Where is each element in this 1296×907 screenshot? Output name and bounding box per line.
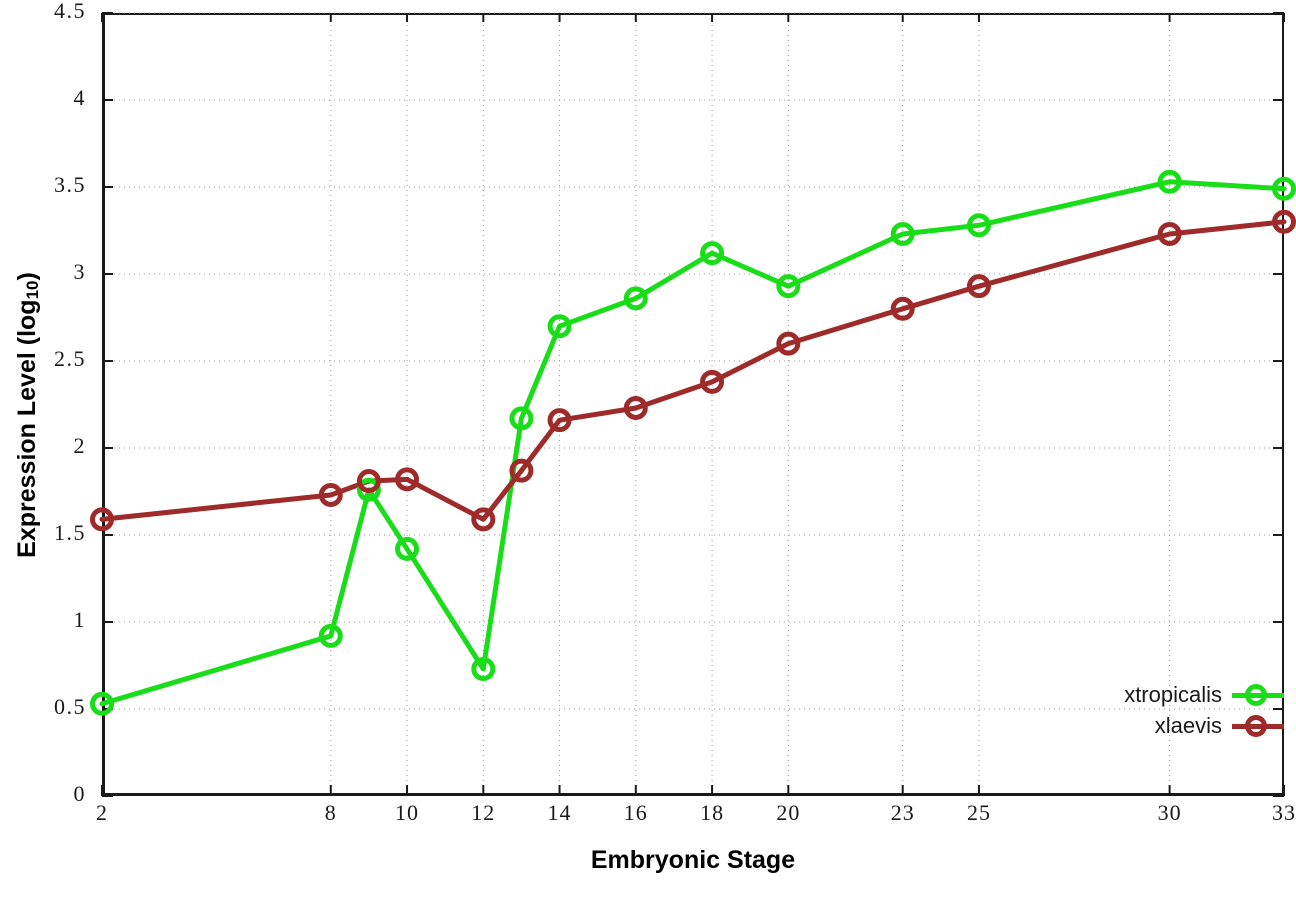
- x-tick-label: 33: [1272, 800, 1296, 825]
- x-tick-label: 12: [471, 800, 496, 825]
- y-tick-label: 3: [73, 259, 86, 284]
- x-axis-title: Embryonic Stage: [590, 846, 796, 874]
- x-tick-label: 2: [96, 800, 108, 825]
- x-tick-label: 23: [890, 800, 915, 825]
- legend-marker-icon: [1232, 682, 1284, 708]
- legend-label: xlaevis: [1154, 712, 1222, 738]
- x-tick-label: 8: [324, 800, 337, 825]
- x-tick-label: 16: [623, 800, 648, 825]
- x-tick-label: 20: [776, 800, 801, 825]
- legend-marker-icon: [1232, 713, 1284, 739]
- legend-item-xtropicalis[interactable]: xtropicalis: [1050, 679, 1284, 710]
- chart-legend: xtropicalis xlaevis: [1050, 679, 1284, 741]
- y-tick-label: 2: [73, 433, 86, 458]
- x-tick-label: 25: [966, 800, 991, 825]
- y-tick-label: 0.5: [54, 694, 86, 719]
- legend-label: xtropicalis: [1124, 681, 1222, 707]
- legend-item-xlaevis[interactable]: xlaevis: [1050, 710, 1284, 741]
- x-tick-label: 18: [700, 800, 725, 825]
- y-tick-label: 2.5: [54, 346, 86, 371]
- y-tick-label: 0: [73, 781, 86, 806]
- y-tick-label: 4.5: [54, 0, 86, 23]
- y-tick-label: 1: [73, 607, 86, 632]
- y-tick-label: 3.5: [54, 172, 86, 197]
- y-tick-label: 1.5: [54, 520, 86, 545]
- x-tick-label: 14: [547, 800, 572, 825]
- x-tick-label: 30: [1157, 800, 1182, 825]
- y-tick-label: 4: [73, 85, 86, 110]
- x-tick-label: 10: [395, 800, 420, 825]
